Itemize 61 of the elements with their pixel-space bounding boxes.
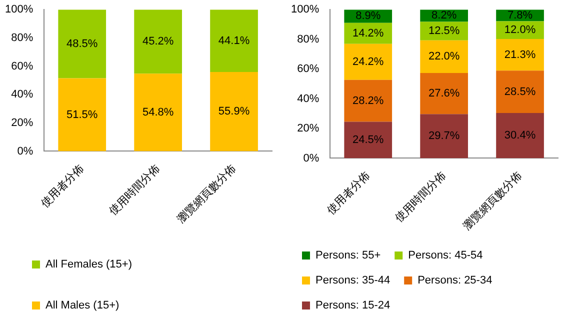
legend-label: All Males (15+) xyxy=(46,300,120,312)
y-tick-label: 60% xyxy=(297,63,320,76)
data-label: 7.8% xyxy=(507,9,533,22)
y-tick-label: 0% xyxy=(17,145,34,158)
y-tick-label: 60% xyxy=(11,60,34,72)
x-tick-label: 使用時間分佈 xyxy=(392,168,448,225)
bar xyxy=(496,39,544,71)
bar xyxy=(134,10,182,74)
data-label: 44.1% xyxy=(218,34,250,47)
bar xyxy=(134,74,182,152)
bar xyxy=(420,40,468,74)
data-label: 12.0% xyxy=(504,24,536,36)
legend-label: Persons: 55+ xyxy=(316,250,381,262)
y-tick-label: 100% xyxy=(4,4,34,16)
legend-label: All Females (15+) xyxy=(46,258,132,271)
bar xyxy=(210,72,258,152)
x-tick-label: 使用者分佈 xyxy=(324,168,372,218)
legend-label: Persons: 35-44 xyxy=(316,274,390,287)
bar xyxy=(344,80,392,122)
data-label: 54.8% xyxy=(142,106,174,118)
data-label: 28.5% xyxy=(504,86,536,98)
y-tick-label: 40% xyxy=(297,92,320,105)
data-label: 21.3% xyxy=(504,48,536,61)
data-label: 24.2% xyxy=(352,56,384,68)
bar xyxy=(58,10,106,78)
x-tick-label: 瀏覽網頁數分佈 xyxy=(174,162,238,226)
data-label: 24.5% xyxy=(352,134,384,146)
data-label: 12.5% xyxy=(428,25,460,38)
bar xyxy=(420,73,468,114)
bar xyxy=(344,44,392,80)
data-label: 48.5% xyxy=(66,38,98,50)
bar xyxy=(344,122,392,158)
y-tick-label: 80% xyxy=(297,33,320,46)
data-label: 55.9% xyxy=(218,106,250,118)
y-tick-label: 80% xyxy=(11,32,34,44)
data-label: 51.5% xyxy=(66,108,98,121)
x-tick-label: 瀏覽網頁數分佈 xyxy=(460,168,524,233)
bar xyxy=(58,78,106,152)
y-tick-label: 100% xyxy=(290,4,320,16)
data-label: 30.4% xyxy=(504,130,536,142)
bar xyxy=(496,113,544,158)
y-tick-label: 40% xyxy=(11,88,34,101)
legend-label: Persons: 25-34 xyxy=(418,274,492,287)
y-tick-label: 0% xyxy=(303,152,320,164)
bar xyxy=(420,114,468,158)
data-label: 29.7% xyxy=(428,130,460,142)
bar xyxy=(210,10,258,72)
y-tick-label: 20% xyxy=(297,122,320,135)
data-label: 22.0% xyxy=(428,50,460,63)
legend-label: Persons: 15-24 xyxy=(316,300,390,312)
legend-label: Persons: 45-54 xyxy=(408,250,483,262)
data-label: 8.9% xyxy=(356,10,381,22)
x-tick-label: 使用時間分佈 xyxy=(106,162,162,218)
data-label: 14.2% xyxy=(352,27,384,40)
data-label: 8.2% xyxy=(432,10,457,22)
bar xyxy=(496,70,544,114)
data-label: 28.2% xyxy=(352,94,384,107)
y-tick-label: 20% xyxy=(11,116,34,129)
x-tick-label: 使用者分佈 xyxy=(38,162,86,210)
data-label: 45.2% xyxy=(142,36,174,48)
data-label: 27.6% xyxy=(428,88,460,100)
